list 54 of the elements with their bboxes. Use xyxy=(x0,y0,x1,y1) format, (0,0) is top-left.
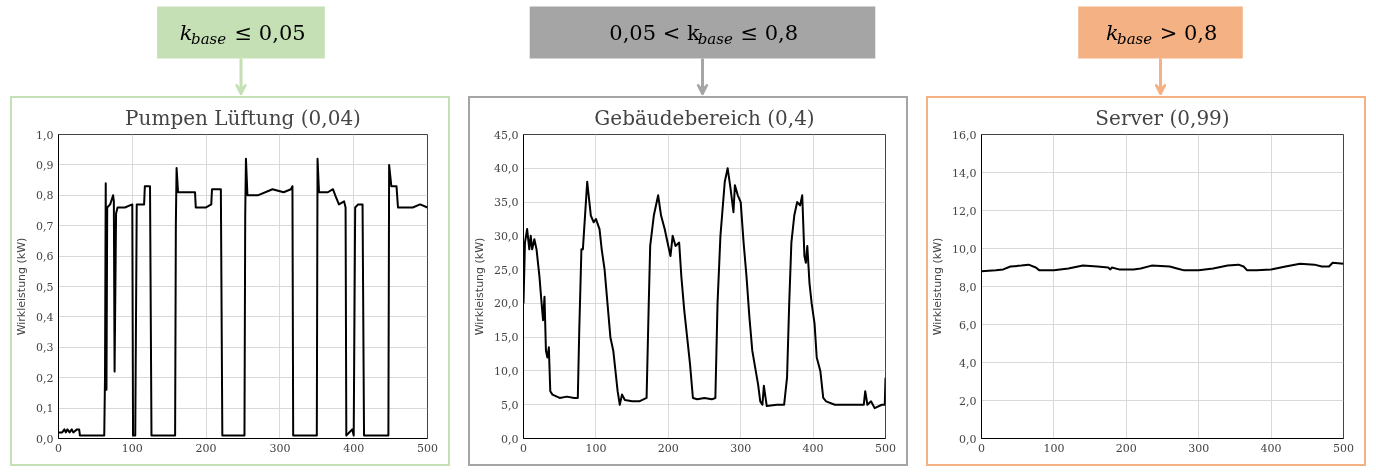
x-tick-label: 200 xyxy=(657,441,679,455)
x-tick-label: 0 xyxy=(520,441,527,455)
y-tick-label: 16,0 xyxy=(952,128,977,142)
y-tick-label: 8,0 xyxy=(959,280,977,294)
y-tick-label: 20,0 xyxy=(494,297,519,311)
y-tick-label: 0,0 xyxy=(959,432,977,446)
x-tick-label: 100 xyxy=(585,441,607,455)
y-tick-label: 14,0 xyxy=(952,166,977,180)
chart-title: Server (0,99) xyxy=(1095,105,1230,130)
y-tick-label: 0,7 xyxy=(36,219,54,233)
y-tick-label: 45,0 xyxy=(494,128,519,142)
x-tick-label: 200 xyxy=(1115,441,1137,455)
y-tick-label: 40,0 xyxy=(494,162,519,176)
y-tick-label: 0,0 xyxy=(36,432,54,446)
x-tick-label: 500 xyxy=(875,441,896,455)
y-tick-label: 0,0 xyxy=(501,432,519,446)
y-tick-label: 0,3 xyxy=(36,341,54,355)
x-tick-label: 200 xyxy=(195,441,217,455)
y-tick-label: 0,2 xyxy=(36,371,54,385)
y-tick-label: 0,1 xyxy=(36,402,54,416)
y-tick-label: 2,0 xyxy=(959,394,977,408)
x-tick-label: 400 xyxy=(802,441,824,455)
x-tick-label: 400 xyxy=(1260,441,1282,455)
y-tick-label: 1,0 xyxy=(36,128,54,142)
y-tick-label: 0,9 xyxy=(36,158,54,172)
y-axis-title: Wirkleistung (kW) xyxy=(15,237,29,336)
chart-title: Pumpen Lüftung (0,04) xyxy=(125,105,361,130)
y-tick-label: 35,0 xyxy=(494,196,519,210)
y-tick-label: 25,0 xyxy=(494,263,519,277)
y-axis-title: Wirkleistung (kW) xyxy=(473,237,487,336)
x-tick-label: 500 xyxy=(417,441,438,455)
x-tick-label: 500 xyxy=(1333,441,1354,455)
x-tick-label: 100 xyxy=(121,441,143,455)
chart-title: Gebäudebereich (0,4) xyxy=(594,105,815,130)
y-tick-label: 30,0 xyxy=(494,229,519,243)
x-tick-label: 400 xyxy=(343,441,365,455)
y-tick-label: 0,6 xyxy=(36,250,54,264)
x-tick-label: 0 xyxy=(55,441,62,455)
x-tick-label: 300 xyxy=(1188,441,1210,455)
y-tick-label: 6,0 xyxy=(959,318,977,332)
y-tick-label: 0,4 xyxy=(36,310,54,324)
y-tick-label: 5,0 xyxy=(501,398,519,412)
y-tick-label: 12,0 xyxy=(952,204,977,218)
y-tick-label: 15,0 xyxy=(494,331,519,345)
y-tick-label: 10,0 xyxy=(494,364,519,378)
x-tick-label: 0 xyxy=(978,441,985,455)
y-tick-label: 4,0 xyxy=(959,356,977,370)
y-tick-label: 0,8 xyxy=(36,189,54,203)
y-axis-title: Wirkleistung (kW) xyxy=(931,237,945,336)
y-tick-label: 0,5 xyxy=(36,280,54,294)
x-tick-label: 100 xyxy=(1043,441,1065,455)
x-tick-label: 300 xyxy=(269,441,291,455)
x-tick-label: 300 xyxy=(730,441,752,455)
y-tick-label: 10,0 xyxy=(952,242,977,256)
